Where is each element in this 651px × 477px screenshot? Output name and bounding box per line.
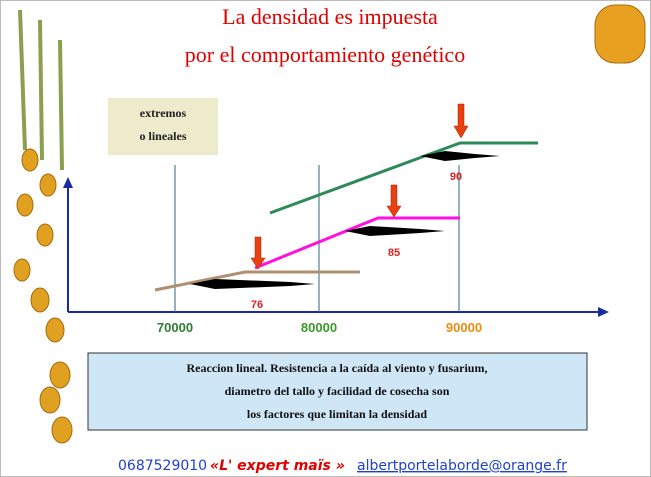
- note-line: los factores que limitan la densidad: [247, 407, 427, 421]
- title-line: por el comportamiento genético: [185, 42, 465, 67]
- optimum-label: 76: [251, 299, 263, 311]
- footer-email[interactable]: albertportelaborde@orange.fr: [357, 458, 567, 474]
- note-line: Reaccion lineal. Resistencia a la caída …: [187, 361, 488, 375]
- axis-label: 70000: [157, 320, 193, 335]
- axis-label: 90000: [446, 320, 482, 335]
- legend-box: [108, 98, 218, 155]
- optimum-arrows: [250, 103, 469, 270]
- title-line: La densidad es impuesta: [222, 4, 438, 29]
- axis-label: 80000: [301, 320, 337, 335]
- optimum-label: 85: [388, 247, 400, 259]
- response-line: [269, 141, 538, 215]
- axes: [63, 177, 609, 317]
- note-box: [87, 352, 588, 431]
- legend-text: extremos: [140, 106, 187, 120]
- optimum-label: 90: [450, 171, 462, 183]
- range-arrows: [190, 151, 500, 289]
- response-line: [154, 270, 360, 292]
- corn-decoration: [13, 4, 646, 444]
- response-line: [254, 216, 460, 270]
- footer-phone: 0687529010: [118, 458, 207, 474]
- note-line: diametro del tallo y facilidad de cosech…: [225, 384, 450, 398]
- footer-brand: «L' expert maïs »: [210, 458, 345, 474]
- legend-text: o lineales: [140, 129, 187, 143]
